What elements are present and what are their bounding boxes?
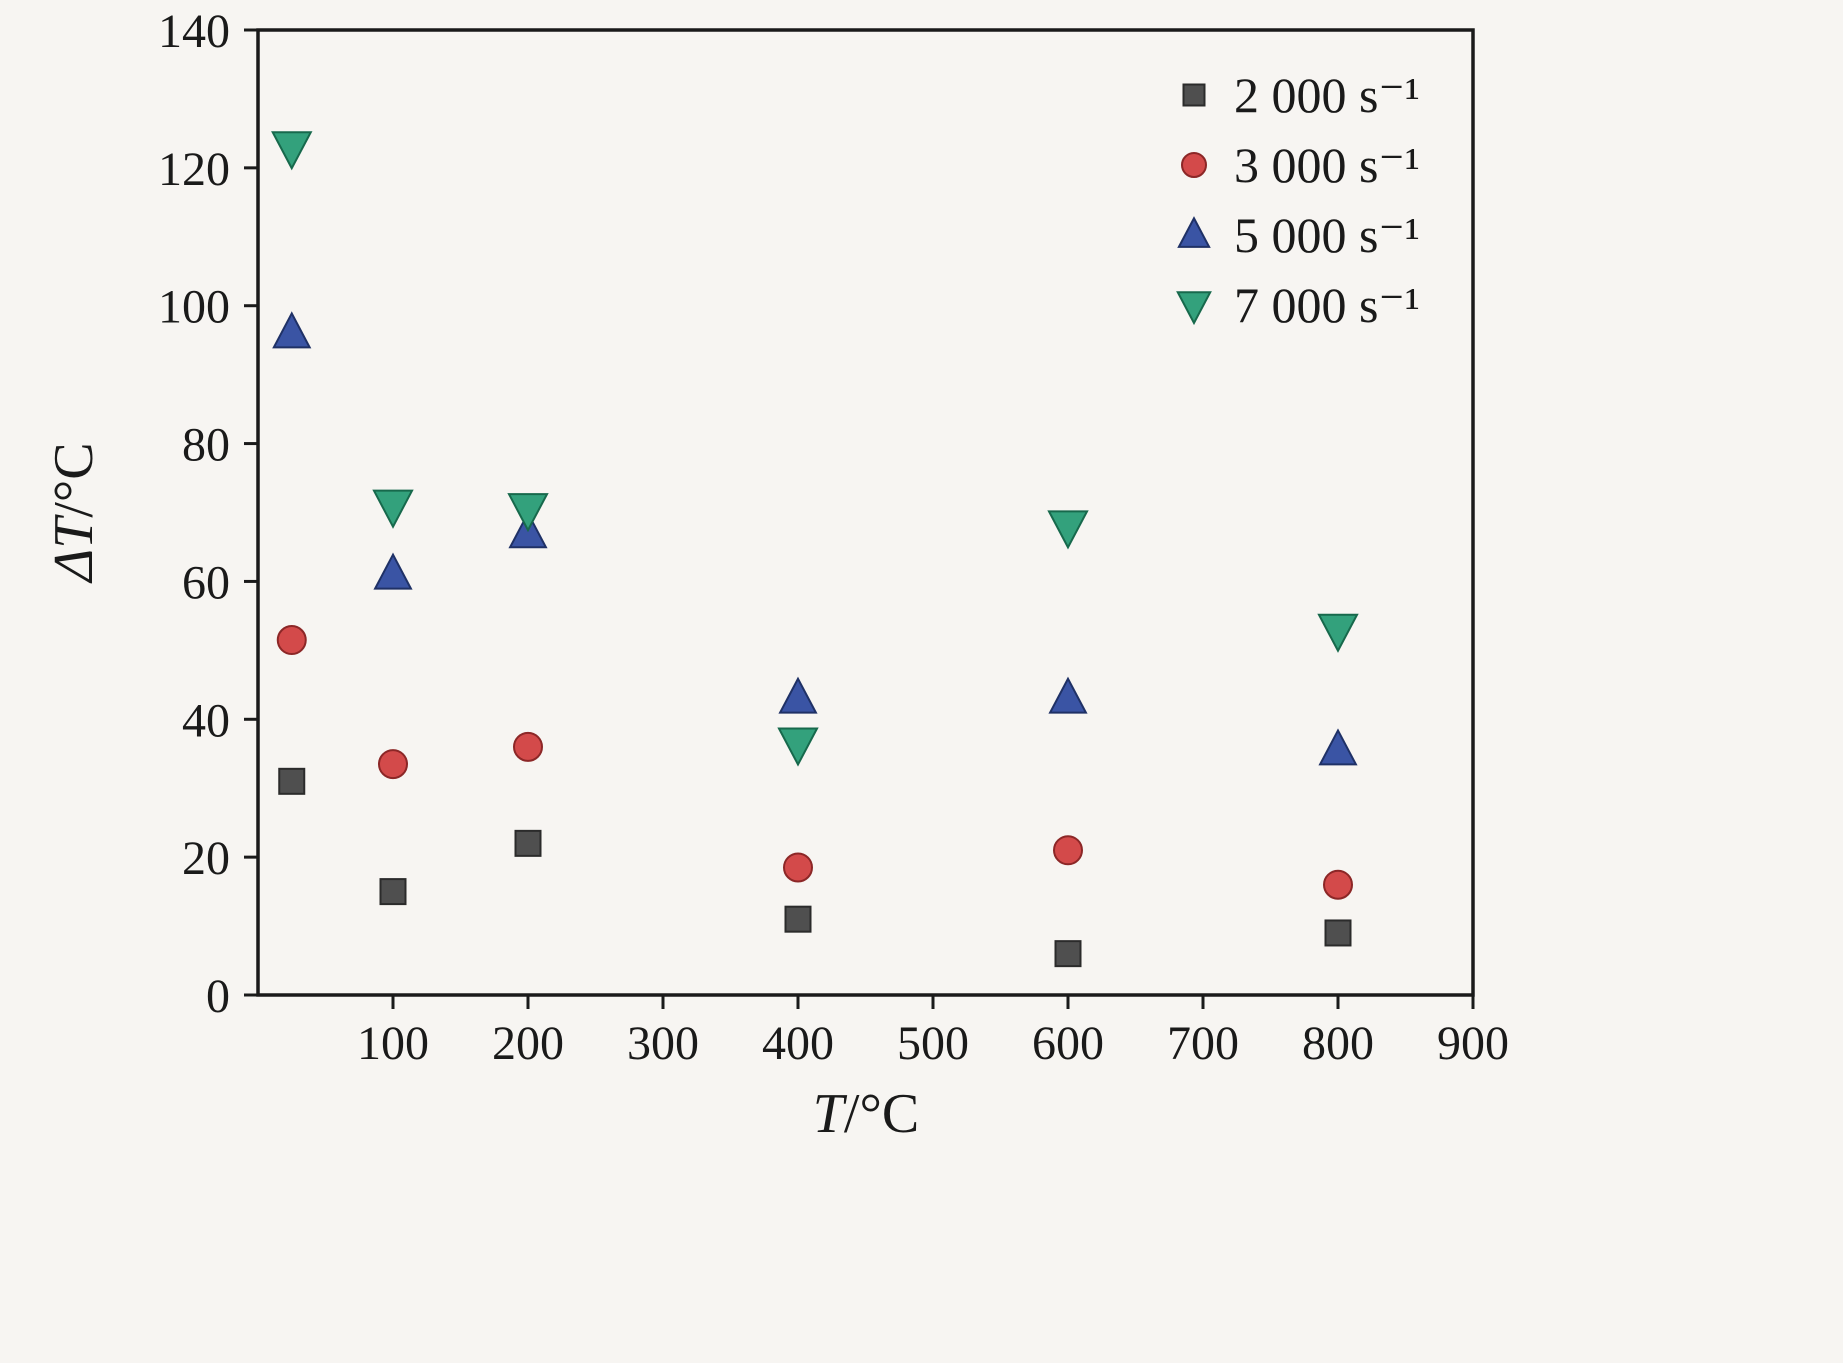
data-point-marker <box>513 731 543 762</box>
y-tick-label: 20 <box>182 832 230 885</box>
axis-title-part: ΔT <box>43 517 105 582</box>
legend-marker-icon <box>1181 152 1207 178</box>
x-tick-label: 500 <box>897 1017 969 1070</box>
data-point-marker <box>1176 291 1212 326</box>
legend: 2 000 s⁻¹ 3 000 s⁻¹ 5 000 s⁻¹ 7 000 s⁻¹ <box>1172 60 1420 340</box>
y-tick-label: 120 <box>158 143 230 196</box>
legend-item: 5 000 s⁻¹ <box>1172 200 1420 270</box>
data-point-marker <box>507 493 549 533</box>
axis-title-part: T <box>812 1083 844 1145</box>
legend-item: 7 000 s⁻¹ <box>1172 270 1420 340</box>
axis-title-part: /°C <box>43 442 105 518</box>
data-point-marker <box>514 829 542 857</box>
data-point-marker <box>783 852 813 883</box>
legend-item: 2 000 s⁻¹ <box>1172 60 1420 130</box>
y-tick-label: 0 <box>206 970 230 1023</box>
legend-label: 7 000 s⁻¹ <box>1234 277 1420 333</box>
data-point-marker <box>1318 728 1358 766</box>
x-tick-label: 300 <box>627 1017 699 1070</box>
x-tick-label: 600 <box>1032 1017 1104 1070</box>
data-point-marker <box>777 727 819 767</box>
y-tick-label: 40 <box>182 694 230 747</box>
data-point-marker <box>1177 216 1211 248</box>
legend-label: 5 000 s⁻¹ <box>1234 207 1420 263</box>
data-point-marker <box>1182 83 1206 107</box>
x-axis-title: T/°C <box>813 1082 919 1146</box>
x-tick-label: 800 <box>1302 1017 1374 1070</box>
data-point-marker <box>276 625 307 656</box>
data-point-marker <box>784 905 812 933</box>
data-point-marker <box>778 676 818 714</box>
x-tick-label: 900 <box>1437 1017 1509 1070</box>
legend-label: 3 000 s⁻¹ <box>1234 137 1420 193</box>
data-point-marker <box>1048 676 1088 714</box>
y-axis-title: ΔT/°C <box>42 442 106 581</box>
x-tick-label: 400 <box>762 1017 834 1070</box>
y-tick-label: 60 <box>182 556 230 609</box>
data-point-marker <box>1317 613 1359 653</box>
data-point-marker <box>1323 869 1353 900</box>
data-point-marker <box>372 489 414 529</box>
data-point-marker <box>271 131 313 171</box>
x-tick-label: 700 <box>1167 1017 1239 1070</box>
data-point-marker <box>379 878 407 906</box>
legend-item: 3 000 s⁻¹ <box>1172 130 1420 200</box>
data-point-marker <box>1324 919 1352 947</box>
data-point-marker <box>1054 940 1082 968</box>
legend-marker-icon <box>1176 291 1212 326</box>
data-point-marker <box>1053 835 1083 866</box>
data-point-marker <box>278 767 306 795</box>
legend-marker-icon <box>1182 83 1206 107</box>
data-point-marker <box>373 552 413 590</box>
y-tick-label: 100 <box>158 281 230 334</box>
axis-title-part: /°C <box>843 1083 920 1145</box>
data-point-marker <box>378 749 408 780</box>
x-tick-label: 200 <box>492 1017 564 1070</box>
y-tick-label: 80 <box>182 419 230 472</box>
data-point-marker <box>272 311 312 349</box>
plot-frame <box>256 28 1475 997</box>
data-point-marker <box>1181 152 1207 178</box>
x-tick-label: 100 <box>357 1017 429 1070</box>
legend-marker-icon <box>1177 216 1211 248</box>
legend-label: 2 000 s⁻¹ <box>1234 67 1420 123</box>
y-tick-label: 140 <box>158 5 230 58</box>
data-point-marker <box>1047 510 1089 550</box>
